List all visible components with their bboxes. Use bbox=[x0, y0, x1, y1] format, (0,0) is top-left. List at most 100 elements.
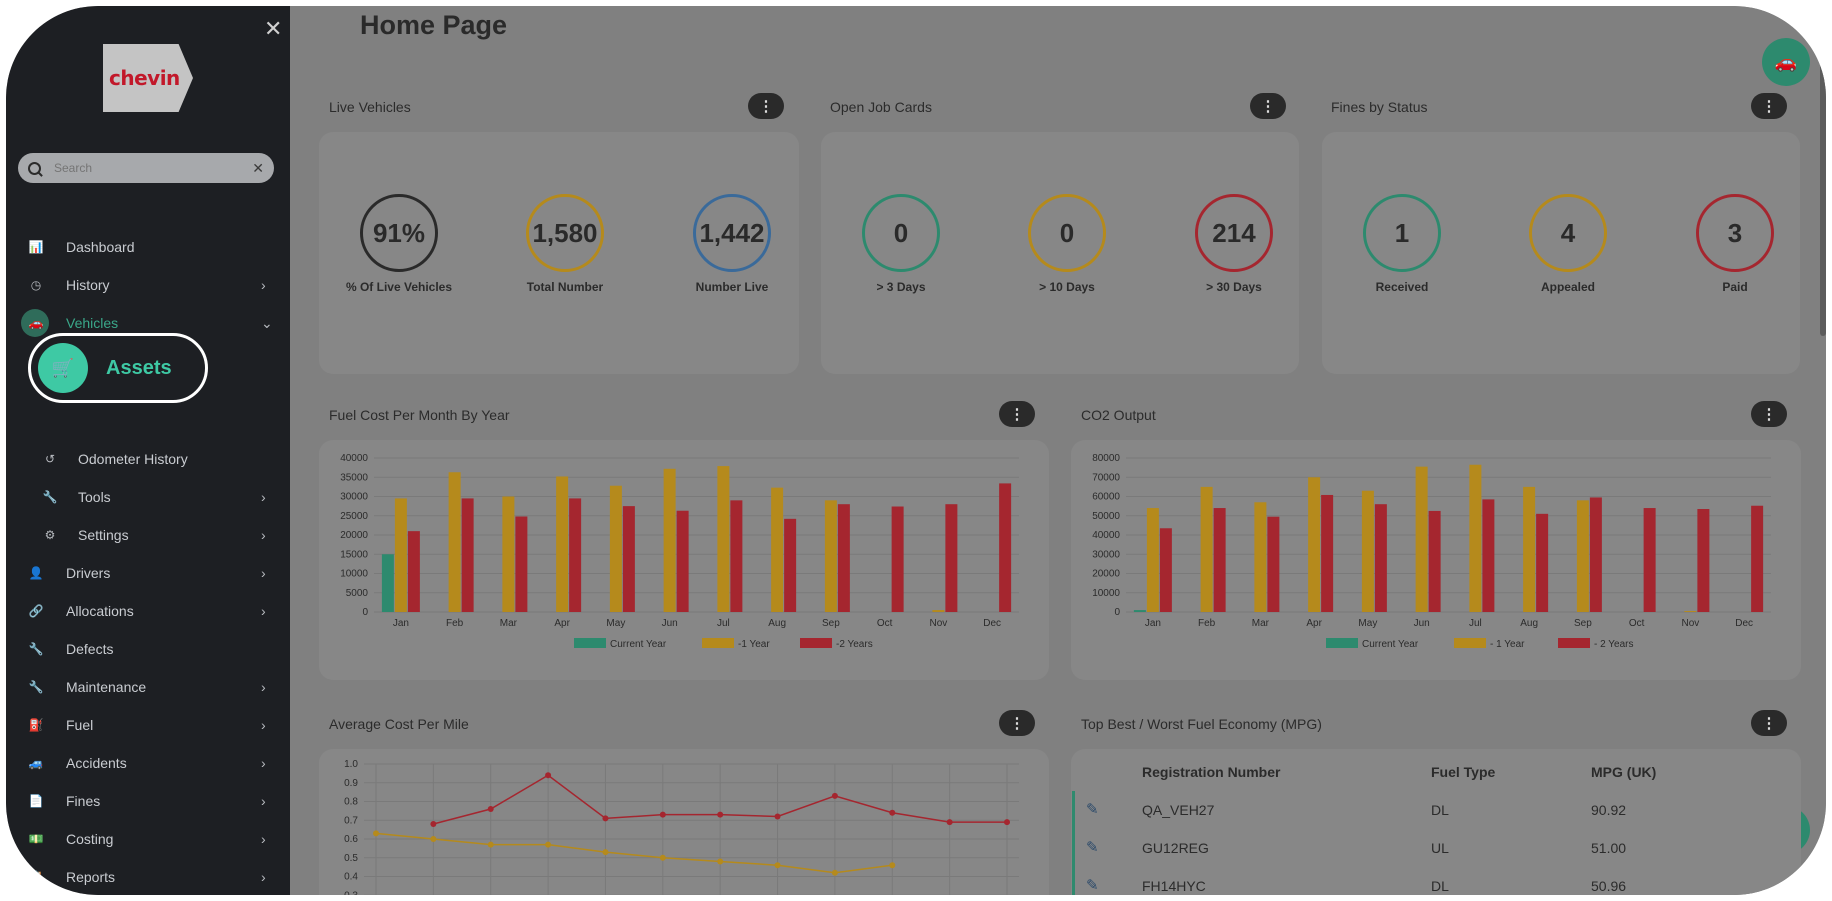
bar bbox=[663, 468, 676, 612]
chevron-down-icon[interactable]: ⌄ bbox=[261, 314, 273, 331]
scrollbar[interactable] bbox=[1820, 26, 1826, 336]
sidebar-item-defects[interactable]: 🔧 Defects bbox=[6, 630, 290, 668]
live-vehicles-menu-button[interactable]: ⋮ bbox=[748, 93, 784, 119]
co2-menu-button[interactable]: ⋮ bbox=[1751, 401, 1787, 427]
kpi-value: 1,442 bbox=[699, 217, 765, 248]
data-point bbox=[373, 830, 379, 837]
bar bbox=[1254, 502, 1267, 612]
legend-swatch bbox=[1558, 638, 1590, 648]
sidebar-item-dashboard[interactable]: 📊 Dashboard bbox=[6, 228, 290, 266]
x-tick-label: Nov bbox=[1681, 618, 1699, 629]
sidebar-item-costing[interactable]: 💵 Costing › bbox=[6, 820, 290, 858]
data-point bbox=[717, 811, 724, 818]
logo-text: chevin bbox=[109, 66, 180, 90]
bar bbox=[515, 516, 528, 612]
sidebar-item-odometer-history[interactable]: ↺ Odometer History bbox=[6, 440, 290, 478]
kpi-caption: Received bbox=[1375, 280, 1429, 294]
bar bbox=[394, 498, 407, 612]
sidebar-item-drivers[interactable]: 👤 Drivers › bbox=[6, 554, 290, 592]
chevron-right-icon[interactable]: › bbox=[261, 565, 266, 581]
legend-label: Current Year bbox=[1362, 639, 1419, 650]
chevin-logo[interactable]: chevin bbox=[103, 44, 193, 112]
sidebar-item-settings[interactable]: ⚙ Settings › bbox=[6, 516, 290, 554]
sidebar-item-assets[interactable]: 🛒 Assets bbox=[28, 333, 208, 403]
data-point bbox=[831, 792, 838, 799]
crash-icon: 🚙 bbox=[28, 756, 44, 770]
fuel-economy-menu-button[interactable]: ⋮ bbox=[1751, 710, 1787, 736]
bar bbox=[1751, 505, 1764, 612]
chevron-right-icon[interactable]: › bbox=[261, 831, 266, 847]
live-vehicles-title: Live Vehicles bbox=[329, 99, 411, 115]
sidebar-item-maintenance[interactable]: 🔧 Maintenance › bbox=[6, 668, 290, 706]
y-tick-label: 0.3 bbox=[344, 890, 358, 895]
fuel-icon: ⛽ bbox=[28, 718, 44, 732]
series-line bbox=[375, 832, 893, 874]
x-tick-label: Sep bbox=[822, 618, 840, 629]
clear-search-icon[interactable]: ✕ bbox=[252, 159, 264, 176]
chevron-right-icon[interactable]: › bbox=[261, 603, 266, 619]
open-job-cards-title: Open Job Cards bbox=[830, 99, 932, 115]
sidebar-item-history[interactable]: ◷ History › bbox=[6, 266, 290, 304]
sidebar-item-allocations[interactable]: 🔗 Allocations › bbox=[6, 592, 290, 630]
sidebar-item-label: Maintenance bbox=[66, 679, 147, 695]
sidebar-item-vehicles[interactable]: 🚗 Vehicles ⌄ bbox=[6, 304, 290, 342]
fuel-cost-menu-button[interactable]: ⋮ bbox=[999, 401, 1035, 427]
kpi-caption: Paid bbox=[1722, 280, 1748, 294]
legend-swatch bbox=[800, 638, 832, 648]
sidebar-item-fines[interactable]: 📄 Fines › bbox=[6, 782, 290, 820]
fuel-economy-card bbox=[1071, 749, 1801, 895]
x-tick-label: Jul bbox=[1469, 618, 1482, 629]
chevron-right-icon[interactable]: › bbox=[261, 717, 266, 733]
open-job-cards-menu-button[interactable]: ⋮ bbox=[1250, 93, 1286, 119]
kpi-value: 0 bbox=[1059, 217, 1075, 248]
edit-icon[interactable]: ✎ bbox=[1086, 877, 1099, 894]
x-tick-label: Dec bbox=[1735, 618, 1753, 629]
x-tick-label: Jun bbox=[1414, 618, 1430, 629]
sidebar-item-tools[interactable]: 🔧 Tools › bbox=[6, 478, 290, 516]
chevron-right-icon[interactable]: › bbox=[261, 679, 266, 695]
edit-icon[interactable]: ✎ bbox=[1086, 839, 1099, 856]
x-tick-label: Mar bbox=[500, 618, 518, 629]
car-icon: 🚗 bbox=[1774, 51, 1798, 72]
close-sidebar-icon[interactable]: ✕ bbox=[264, 16, 283, 41]
avg-cost-menu-button[interactable]: ⋮ bbox=[999, 710, 1035, 736]
chevron-right-icon[interactable]: › bbox=[261, 869, 266, 885]
wrench-icon: 🔧 bbox=[28, 680, 44, 694]
bar bbox=[448, 472, 461, 612]
sidebar-item-fuel[interactable]: ⛽ Fuel › bbox=[6, 706, 290, 744]
chevron-right-icon[interactable]: › bbox=[261, 755, 266, 771]
sidebar-item-label: Fines bbox=[66, 793, 101, 809]
bar bbox=[1589, 497, 1602, 612]
bar bbox=[1308, 477, 1321, 612]
column-header-registration[interactable]: Registration Number bbox=[1142, 764, 1281, 780]
chevron-right-icon[interactable]: › bbox=[261, 489, 266, 505]
wrench-icon: 🔧 bbox=[28, 642, 44, 656]
chevron-right-icon[interactable]: › bbox=[261, 527, 266, 543]
column-header-mpg[interactable]: MPG (UK) bbox=[1591, 764, 1657, 780]
sidebar-item-accidents[interactable]: 🚙 Accidents › bbox=[6, 744, 290, 782]
y-tick-label: 80000 bbox=[1092, 453, 1120, 464]
fines-menu-button[interactable]: ⋮ bbox=[1751, 93, 1787, 119]
data-point bbox=[602, 849, 609, 856]
legend-label: -1 Year bbox=[738, 639, 770, 650]
kpi-ring: 1,580 bbox=[526, 194, 604, 272]
search-input[interactable] bbox=[52, 160, 253, 176]
y-tick-label: 20000 bbox=[1092, 569, 1120, 580]
sidebar-item-reports[interactable]: 📋 Reports › bbox=[6, 858, 290, 895]
edit-icon[interactable]: ✎ bbox=[1086, 801, 1099, 818]
sidebar-item-label: Dashboard bbox=[66, 239, 135, 255]
x-tick-label: Jan bbox=[393, 618, 409, 629]
vehicle-fab-button[interactable]: 🚗 bbox=[1762, 38, 1810, 86]
bar bbox=[1321, 494, 1334, 612]
y-tick-label: 40000 bbox=[1092, 530, 1120, 541]
screen-frame: ✕ chevin ✕ 📊 Dashboard ◷ History › 🚗 Vehicles ⌄… bbox=[6, 6, 1826, 895]
chevron-right-icon[interactable]: › bbox=[261, 277, 266, 293]
sidebar-item-label: Allocations bbox=[66, 603, 134, 619]
bar bbox=[1200, 486, 1213, 612]
sidebar-item-label: History bbox=[66, 277, 110, 293]
kpi-fines-paid: 3 Paid bbox=[1655, 194, 1815, 294]
kpi-jobs-30-days: 214 > 30 Days bbox=[1154, 194, 1314, 294]
column-header-fuel-type[interactable]: Fuel Type bbox=[1431, 764, 1496, 780]
sidebar-item-label: Costing bbox=[66, 831, 114, 847]
chevron-right-icon[interactable]: › bbox=[261, 793, 266, 809]
